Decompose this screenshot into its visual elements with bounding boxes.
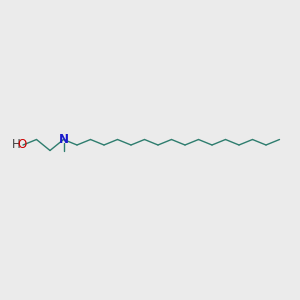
Text: O: O xyxy=(17,139,27,152)
Text: H: H xyxy=(12,139,21,152)
Text: N: N xyxy=(58,133,68,146)
